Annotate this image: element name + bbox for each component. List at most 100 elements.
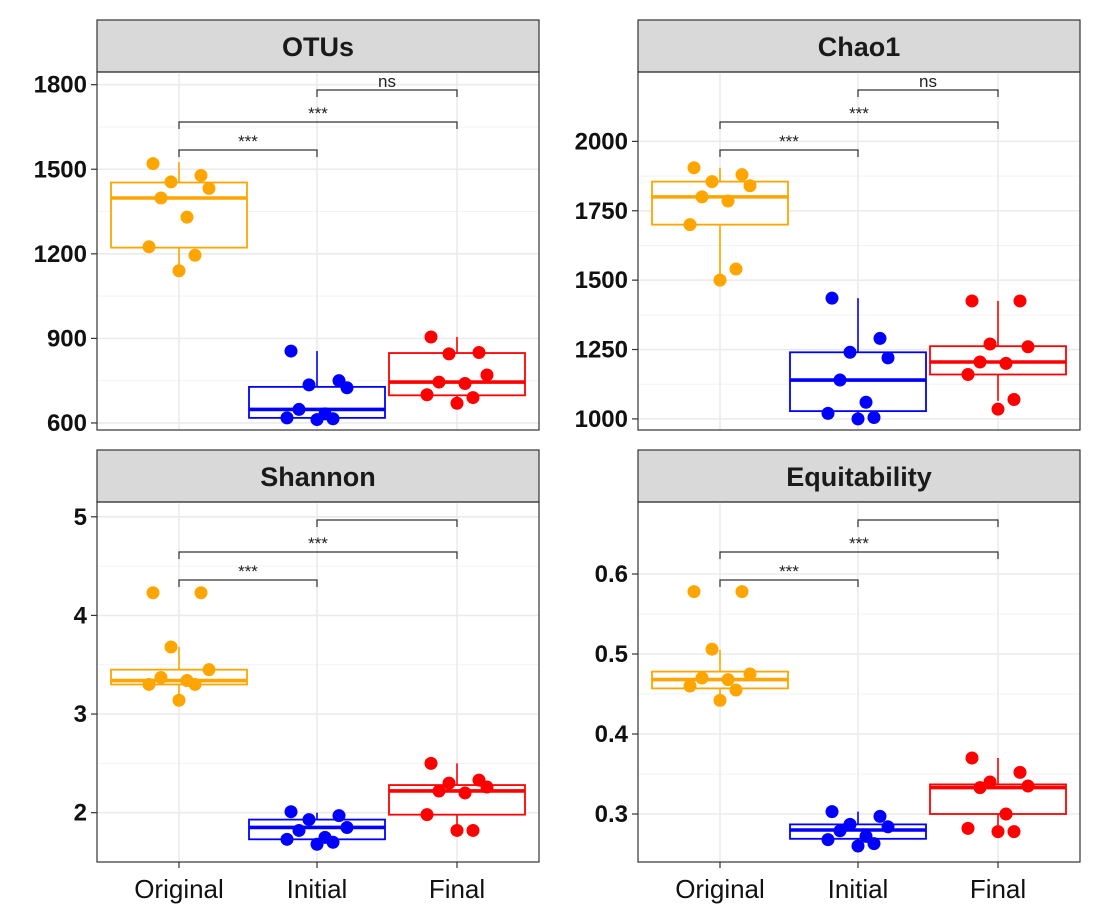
point-final	[1021, 779, 1035, 793]
y-tick-label: 1750	[575, 198, 628, 225]
point-original	[154, 191, 168, 205]
point-final	[1007, 825, 1021, 839]
point-final	[999, 807, 1013, 821]
point-final	[961, 821, 975, 835]
point-initial	[284, 805, 298, 819]
point-original	[146, 586, 160, 600]
significance-label: ***	[308, 534, 328, 553]
box-final	[388, 352, 526, 397]
significance-label: ns	[919, 72, 937, 91]
point-initial	[284, 344, 298, 358]
y-tick-label: 2	[74, 800, 87, 827]
point-initial	[873, 809, 887, 823]
point-initial	[326, 835, 340, 849]
point-original	[743, 179, 757, 193]
point-original	[687, 585, 701, 599]
significance-bracket	[178, 579, 318, 587]
strip-header	[637, 19, 1081, 73]
significance-label: ***	[849, 104, 869, 123]
point-final	[424, 330, 438, 344]
significance-label: ***	[238, 132, 258, 151]
point-initial	[340, 820, 354, 834]
point-initial	[310, 413, 324, 427]
panel-equitability: Equitability 0.3 0.4 0.5 0.6 *** *** Original In…	[595, 449, 1081, 904]
point-final	[973, 781, 987, 795]
significance-bracket	[719, 551, 999, 559]
point-original	[154, 671, 168, 685]
point-initial	[310, 837, 324, 851]
point-final	[983, 775, 997, 789]
point-initial	[851, 839, 865, 853]
y-tick-label: 1500	[575, 267, 628, 294]
x-tick-label: Initial	[287, 874, 348, 904]
panel-border	[96, 71, 540, 431]
point-final	[480, 368, 494, 382]
point-initial	[851, 412, 865, 426]
y-tick-label: 900	[47, 325, 87, 352]
y-tick-label: 0.5	[595, 641, 628, 668]
strip-title: OTUs	[282, 32, 354, 62]
point-final	[961, 367, 975, 381]
y-tick-label: 1200	[34, 241, 87, 268]
point-initial	[332, 809, 346, 823]
point-final	[973, 355, 987, 369]
point-initial	[821, 406, 835, 420]
y-tick-label: 0.3	[595, 801, 628, 828]
point-initial	[280, 832, 294, 846]
point-original	[172, 264, 186, 278]
panel-shannon: Shannon 2 3 4 5 *** *** Original Initial Final	[74, 449, 540, 904]
point-initial	[340, 381, 354, 395]
y-tick-label: 0.6	[595, 561, 628, 588]
point-final	[420, 388, 434, 402]
panel-border	[96, 501, 540, 863]
point-original	[721, 673, 735, 687]
point-final	[450, 396, 464, 410]
point-original	[705, 642, 719, 656]
point-original	[172, 693, 186, 707]
point-final	[1013, 765, 1027, 779]
x-tick-label: Initial	[828, 874, 889, 904]
y-tick-label: 2000	[575, 128, 628, 155]
strip-title: Chao1	[818, 32, 901, 62]
point-initial	[859, 395, 873, 409]
point-original	[729, 683, 743, 697]
point-final	[432, 784, 446, 798]
point-original	[188, 677, 202, 691]
panel-chao1: Chao1 1000 1250 1500 1750 2000 *** *** ns	[575, 19, 1081, 433]
significance-label: ***	[238, 562, 258, 581]
x-tick-label: Original	[134, 874, 224, 904]
point-original	[683, 218, 697, 232]
point-original	[146, 157, 160, 171]
panel-border	[637, 71, 1081, 431]
point-original	[202, 181, 216, 195]
point-original	[735, 585, 749, 599]
point-final	[432, 375, 446, 389]
point-final	[991, 825, 1005, 839]
point-final	[450, 823, 464, 837]
point-original	[705, 175, 719, 189]
point-final	[999, 356, 1013, 370]
point-final	[965, 294, 979, 308]
point-original	[743, 667, 757, 681]
point-final	[1013, 294, 1027, 308]
significance-label: ***	[849, 534, 869, 553]
point-final	[983, 337, 997, 351]
panel-border	[637, 501, 1081, 863]
strip-title: Shannon	[260, 462, 376, 492]
point-original	[142, 677, 156, 691]
significance-bracket	[316, 519, 458, 527]
x-tick-label: Original	[675, 874, 765, 904]
y-tick-label: 1000	[575, 406, 628, 433]
point-original	[164, 175, 178, 189]
strip-header	[96, 449, 540, 503]
point-initial	[302, 813, 316, 827]
y-tick-label: 4	[74, 602, 88, 629]
point-original	[202, 663, 216, 677]
y-tick-label: 1250	[575, 337, 628, 364]
point-initial	[825, 291, 839, 305]
point-initial	[867, 411, 881, 425]
y-tick-label: 1800	[34, 72, 87, 99]
y-tick-label: 600	[47, 410, 87, 437]
significance-bracket	[719, 121, 999, 129]
point-original	[180, 210, 194, 224]
